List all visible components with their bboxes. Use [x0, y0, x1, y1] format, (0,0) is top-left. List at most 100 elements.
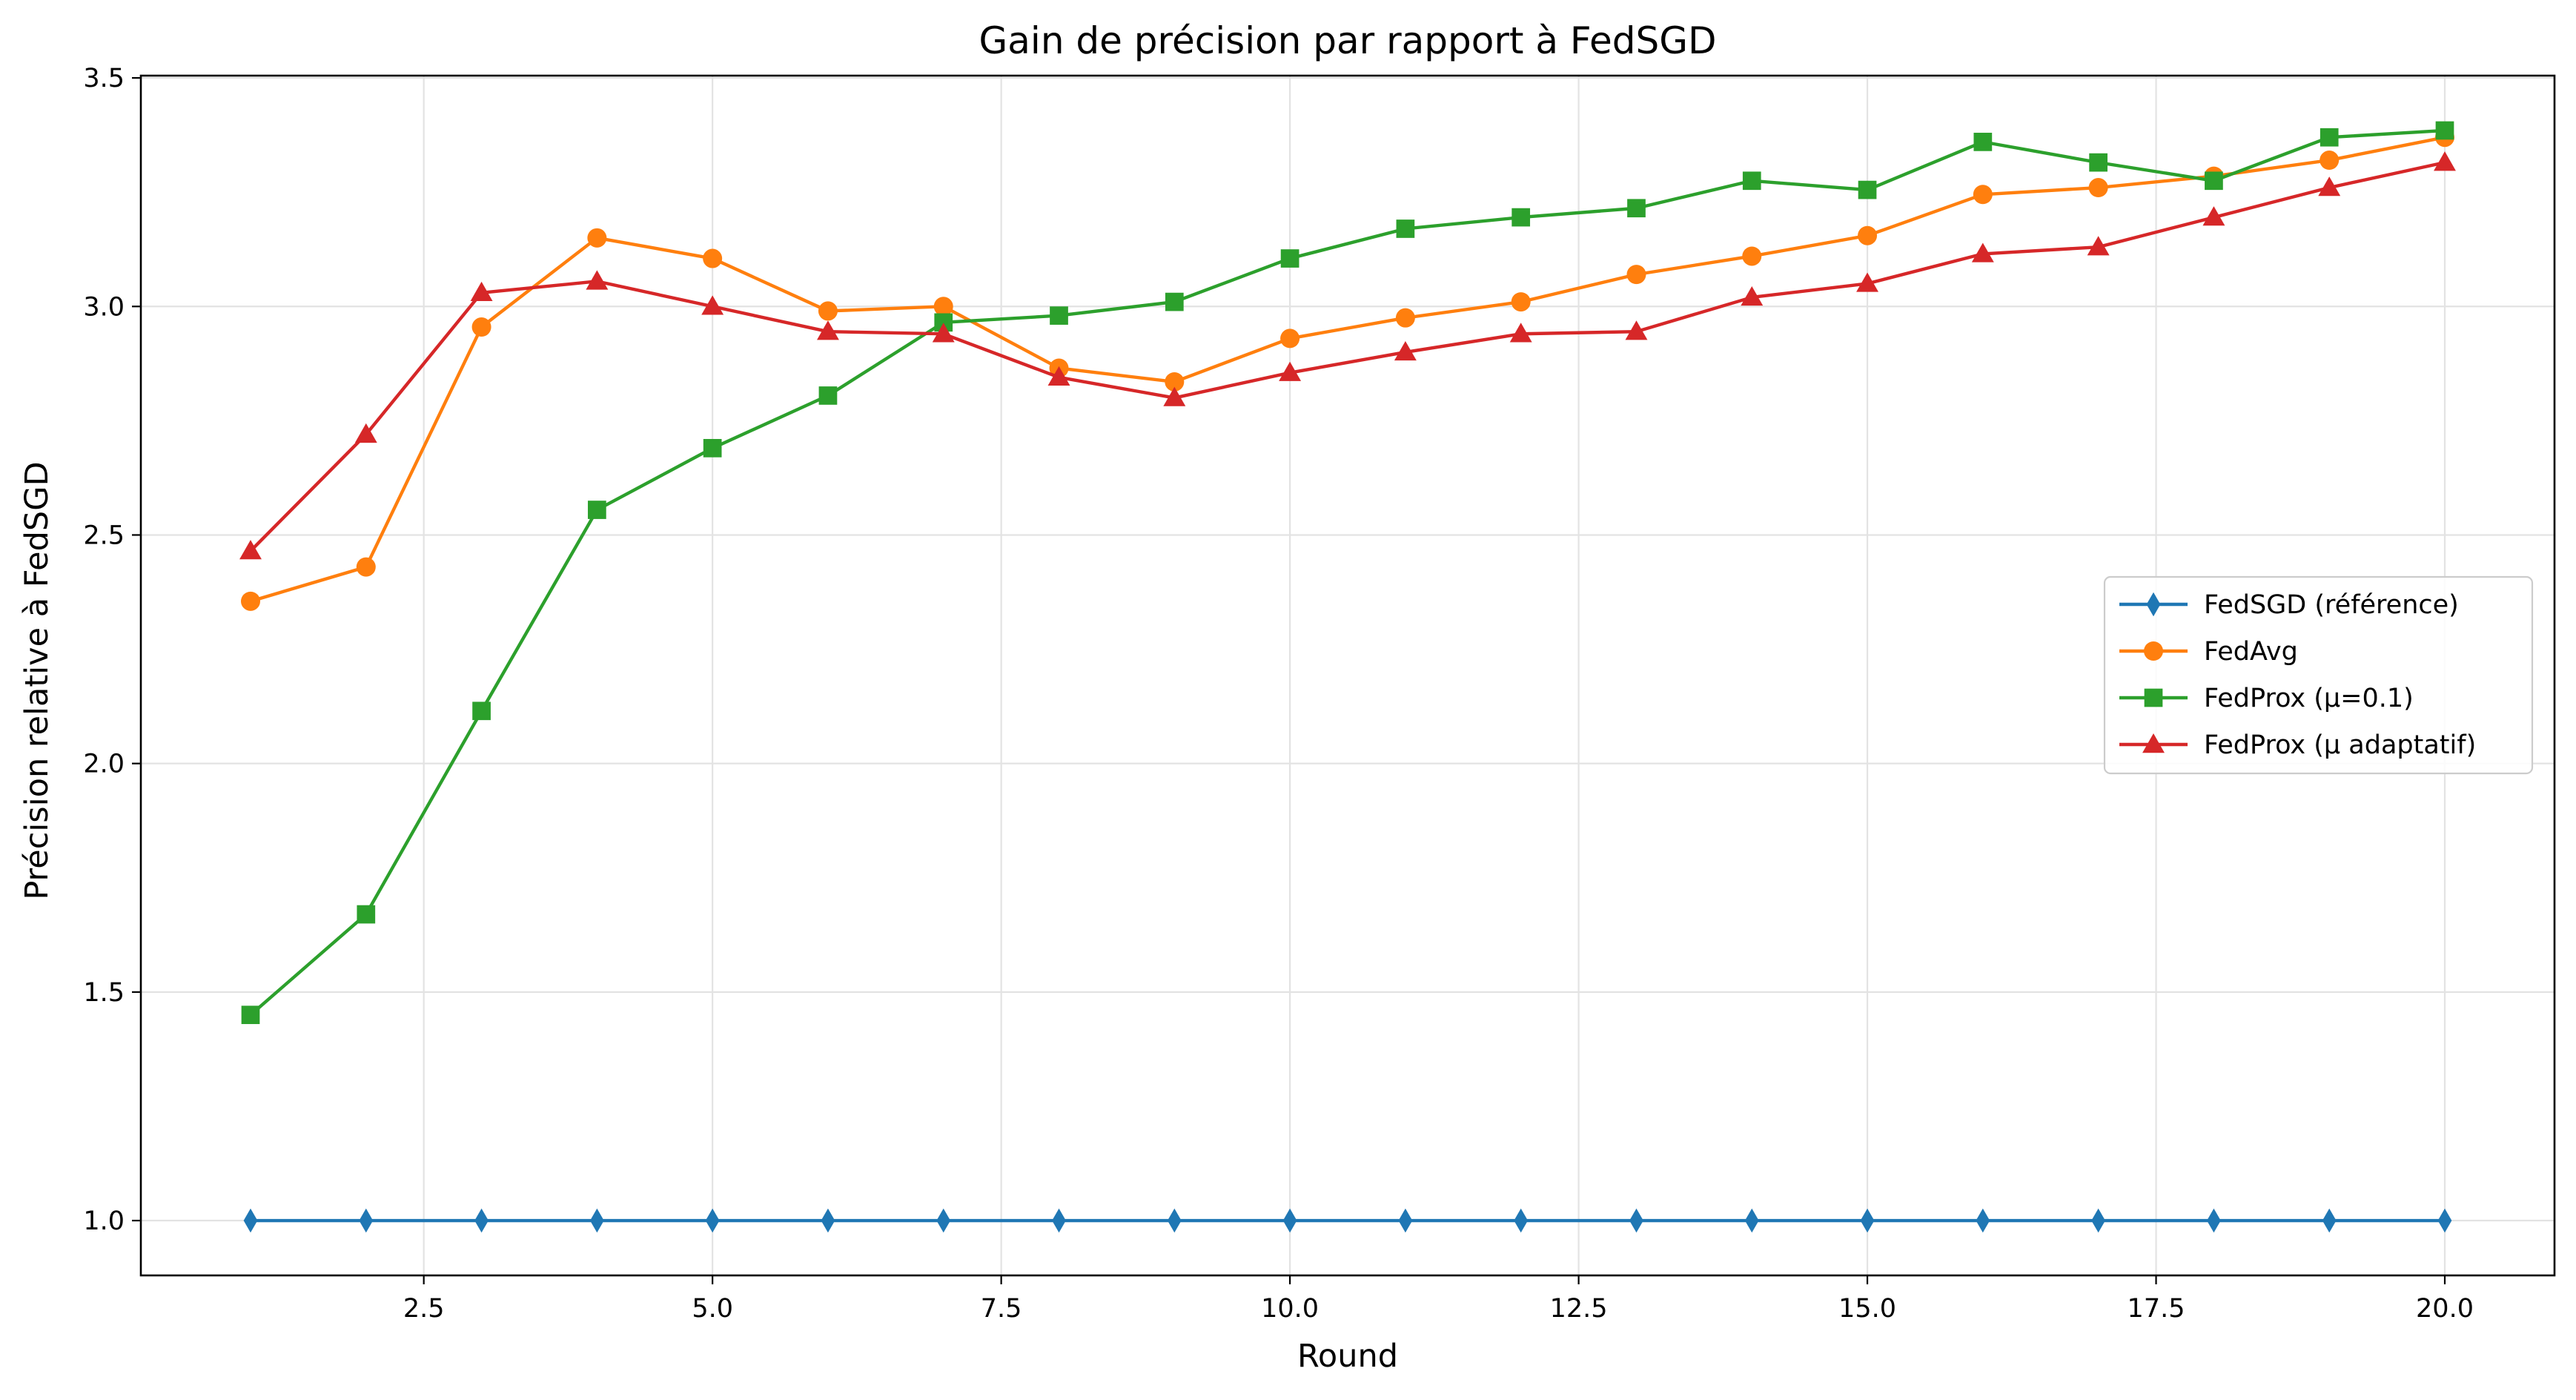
data-point [932, 323, 955, 343]
data-point [1165, 372, 1185, 392]
plot-frame [139, 74, 2556, 1277]
x-tick-label: 5.0 [692, 1294, 733, 1324]
data-point [356, 557, 376, 577]
x-tick-label: 12.5 [1550, 1294, 1608, 1324]
data-point [1047, 366, 1070, 386]
y-axis-label: Précision relative à FedSGD [19, 461, 56, 899]
data-point [471, 317, 491, 337]
y-tick-label: 3.0 [83, 292, 125, 322]
data-point [1509, 323, 1532, 343]
x-tick-label: 7.5 [981, 1294, 1022, 1324]
data-point [472, 701, 491, 721]
data-point [243, 1208, 258, 1233]
data-point [703, 248, 723, 268]
data-point [1858, 180, 1877, 199]
data-point [1282, 1208, 1297, 1233]
data-point [705, 1208, 720, 1233]
legend-label: FedProx (μ=0.1) [2204, 684, 2414, 713]
data-point [1394, 340, 1417, 361]
data-point [1856, 272, 1879, 292]
data-point [588, 501, 606, 519]
legend-entry: FedProx (μ=0.1) [2119, 684, 2414, 713]
data-point [1050, 306, 1068, 325]
data-point [1744, 1208, 1759, 1233]
data-point [2437, 1208, 2452, 1233]
data-point [1976, 1208, 1990, 1233]
data-point [359, 1208, 374, 1233]
data-point [818, 386, 838, 405]
data-point [1280, 328, 1300, 349]
data-point [470, 281, 493, 301]
legend-label: FedProx (μ adaptatif) [2204, 730, 2476, 760]
x-axis-label: Round [1297, 1338, 1398, 1375]
series-3 [239, 151, 2456, 560]
data-point [2320, 151, 2340, 171]
y-tick-label: 2.5 [83, 521, 125, 550]
x-tick-label: 2.5 [403, 1294, 445, 1324]
data-point [1971, 242, 1994, 262]
data-point [2207, 1208, 2221, 1233]
data-point [936, 1208, 951, 1233]
data-point [2435, 121, 2454, 140]
data-point [1163, 386, 1186, 406]
data-point [933, 297, 953, 317]
series-group [239, 121, 2456, 1233]
x-tick-label: 10.0 [1261, 1294, 1319, 1324]
legend-label: FedAvg [2204, 637, 2298, 667]
data-point [1973, 185, 1993, 205]
data-point [1627, 199, 1646, 218]
data-point [1512, 208, 1531, 227]
data-point [2205, 171, 2223, 191]
data-point [1396, 219, 1415, 238]
data-point [701, 295, 724, 315]
data-point [1052, 1208, 1066, 1233]
data-point [1741, 285, 1764, 306]
axis-ticks: 2.5 5.0 7.5 10.0 12.5 15.0 17.5 20.0 1.0 1.5 2.0 2.… [83, 64, 2474, 1324]
legend-box [2103, 575, 2534, 775]
data-point [1165, 292, 1184, 311]
data-point [703, 439, 722, 458]
data-point [1858, 225, 1878, 245]
data-point [821, 1208, 835, 1233]
legend-entry: FedAvg [2119, 637, 2298, 667]
data-point [1398, 1208, 1413, 1233]
data-point [2091, 1208, 2105, 1233]
data-point [2322, 1208, 2337, 1233]
data-point [239, 540, 262, 560]
y-tick-label: 1.5 [83, 978, 125, 1008]
legend-label: FedSGD (référence) [2204, 590, 2459, 620]
data-point [1167, 1208, 1182, 1233]
legend: FedSGD (référence) FedAvg FedProx (μ=0.1) F… [2103, 575, 2534, 775]
x-tick-label: 17.5 [2128, 1294, 2185, 1324]
x-tick-label: 15.0 [1838, 1294, 1896, 1324]
legend-marker [2142, 733, 2165, 753]
data-point [2202, 206, 2225, 226]
data-point [590, 1208, 604, 1233]
data-point [241, 1006, 260, 1025]
legend-entry: FedSGD (référence) [2119, 590, 2459, 620]
legend-marker [2144, 641, 2163, 661]
data-point [1625, 320, 1648, 340]
series-0 [243, 1208, 2452, 1233]
data-point [1514, 1208, 1529, 1233]
data-point [474, 1208, 489, 1233]
data-point [1279, 361, 1302, 381]
series-line [250, 136, 2446, 603]
data-point [1973, 133, 1993, 151]
legend-entry: FedProx (μ adaptatif) [2119, 730, 2476, 760]
data-point [1629, 1208, 1643, 1233]
data-point [1742, 246, 1762, 266]
data-point [1395, 308, 1415, 328]
data-point [2089, 153, 2108, 172]
data-point [586, 270, 609, 290]
data-point [354, 423, 377, 443]
chart-title: Gain de précision par rapport à FedSGD [979, 19, 1717, 62]
series-2 [241, 121, 2454, 1025]
data-point [2318, 176, 2341, 197]
data-point [2088, 178, 2108, 198]
series-line [249, 160, 2446, 552]
data-point [816, 320, 839, 340]
data-point [1280, 249, 1299, 268]
